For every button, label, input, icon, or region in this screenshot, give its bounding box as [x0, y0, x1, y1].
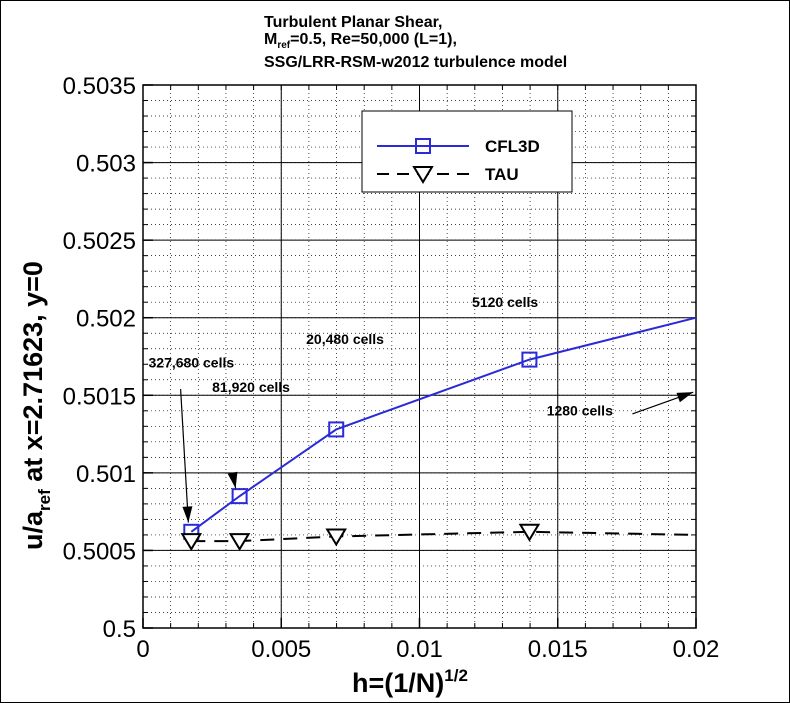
- data-point-tau: [228, 533, 251, 552]
- title-line-1: Turbulent Planar Shear,: [264, 14, 443, 31]
- y-tick-label: 0.501: [76, 461, 136, 488]
- annotation-label: 327,680 cells: [149, 354, 235, 370]
- x-axis-label-main: h=(1/N): [352, 668, 444, 698]
- title-line-2-sub: ref: [277, 40, 291, 52]
- series-group: [180, 316, 697, 552]
- x-axis-label: h=(1/N)1/2: [352, 666, 468, 698]
- tick-labels: 0 0.005 0.01 0.015 0.02 0.5 0.5005 0.501 0.5015 0…: [63, 73, 720, 663]
- x-tick-label: 0.015: [528, 636, 588, 663]
- x-tick-label: 0: [136, 636, 149, 663]
- y-tick-label: 0.5025: [63, 228, 136, 255]
- annotation-label: 1280 cells: [547, 402, 613, 418]
- plot-area: [142, 84, 697, 629]
- annotation-label: 81,920 cells: [212, 379, 290, 395]
- title-line-2-rest: =0.5, Re=50,000 (L=1),: [290, 31, 457, 48]
- x-tick-label: 0.02: [673, 636, 720, 663]
- y-axis-label-main: u/a: [18, 510, 48, 550]
- annotation-arrowhead: [227, 471, 238, 489]
- x-tick-label: 0.005: [251, 636, 311, 663]
- title-line-2-m: M: [264, 31, 278, 48]
- annotation-arrowhead: [182, 506, 193, 523]
- title-line-3: SSG/LRR-RSM-w2012 turbulence model: [264, 54, 568, 72]
- y-tick-label: 0.5015: [63, 383, 136, 410]
- chart-title: Turbulent Planar Shear, Mref=0.5, Re=50,…: [264, 14, 567, 71]
- data-point-cfl3d: [328, 421, 345, 438]
- y-axis-label-sub: ref: [35, 489, 54, 511]
- y-axis-label: u/aref at x=2.71623, y=0: [18, 261, 54, 550]
- series-line-cfl3d: [190, 316, 697, 533]
- y-axis-label-rest: at x=2.71623, y=0: [18, 261, 48, 489]
- y-tick-label: 0.503: [76, 151, 136, 178]
- annotation-arrow: [180, 389, 189, 523]
- data-point-cfl3d: [231, 488, 248, 505]
- legend-marker-cfl3d: [415, 138, 431, 154]
- legend-box: [361, 110, 573, 193]
- legend-label-tau: TAU: [485, 165, 519, 184]
- legend: CFL3D TAU: [361, 110, 573, 193]
- data-point-tau: [180, 533, 203, 552]
- x-axis-label-sup: 1/2: [444, 666, 468, 685]
- annotation-label: 20,480 cells: [306, 331, 384, 347]
- y-tick-label: 0.5035: [63, 73, 136, 100]
- y-tick-label: 0.5: [103, 616, 136, 643]
- x-tick-label: 0.01: [396, 636, 443, 663]
- annotation-arrowhead: [676, 392, 694, 403]
- title-line-2: Mref=0.5, Re=50,000 (L=1),: [264, 31, 567, 54]
- data-point-tau: [518, 523, 541, 542]
- y-tick-label: 0.502: [76, 306, 136, 333]
- legend-marker-tau: [412, 166, 434, 184]
- legend-label-cfl3d: CFL3D: [485, 137, 540, 156]
- data-point-tau: [325, 528, 347, 547]
- series-line-tau: [191, 530, 697, 543]
- annotations: 327,680 cells 81,920 cells 20,480 cells 512…: [149, 294, 694, 523]
- data-point-cfl3d: [521, 351, 538, 368]
- annotation-label: 5120 cells: [472, 294, 538, 310]
- y-tick-label: 0.5005: [63, 538, 136, 565]
